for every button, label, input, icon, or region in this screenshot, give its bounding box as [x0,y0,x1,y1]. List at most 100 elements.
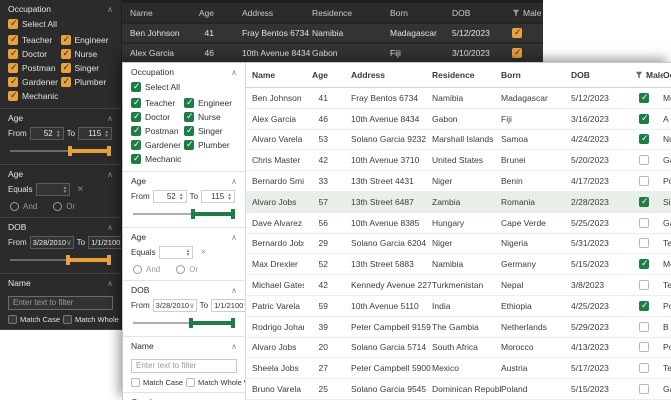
male-checkbox[interactable] [639,342,649,353]
slider-thumb-min[interactable] [189,318,194,328]
age-range-slider[interactable] [133,208,235,220]
slider-thumb-min[interactable] [67,146,72,156]
table-row[interactable]: Alex Garcia 46 10th Avenue 8434 Gabon Fi… [246,109,671,130]
filter-funnel-icon[interactable] [635,71,643,79]
age-from-input[interactable]: 52 ▲ ▼ [152,190,187,203]
column-header-address[interactable]: Address [242,7,274,18]
checkbox-icon[interactable] [131,125,141,136]
male-checkbox[interactable] [639,92,649,103]
occupation-option[interactable]: Postman [8,62,61,74]
chevron-down-icon[interactable]: ∨ [243,301,245,310]
clear-icon[interactable]: × [200,247,207,258]
table-row[interactable]: Bernardo Jobs 29 Solano Garcia 6204 Nige… [246,234,671,255]
age-to-input[interactable]: 115 ▲ ▼ [201,190,236,203]
occupation-option[interactable]: Nurse [60,48,114,60]
column-header-name[interactable]: Name [130,7,153,18]
table-row[interactable]: Ben Johnson 41 Fray Bentos 6734 Namibia … [122,22,543,42]
checkbox-icon[interactable] [131,111,141,122]
occupation-option[interactable]: Gardener [131,139,184,151]
column-header-residence[interactable]: Residence [312,7,353,18]
checkbox-icon[interactable] [8,18,18,29]
slider-thumb-min[interactable] [65,255,70,265]
occupation-option[interactable]: Doctor [131,111,184,123]
column-header-born[interactable]: Born [390,7,408,18]
male-checkbox[interactable] [512,28,522,38]
checkbox-icon[interactable] [131,97,141,108]
male-checkbox[interactable] [639,155,649,166]
checkbox-icon[interactable] [184,139,194,150]
slider-thumb-max[interactable] [107,255,111,265]
checkbox-icon[interactable] [131,81,141,92]
chevron-down-icon[interactable]: ∨ [189,301,195,310]
spinner-icon[interactable]: ▲ ▼ [227,191,233,202]
collapse-chevron-icon[interactable]: ∧ [231,341,237,351]
occupation-option[interactable]: Singer [60,62,114,74]
table-row[interactable]: Alvaro Jobs 57 13th Street 6487 Zambia R… [246,191,671,213]
table-row[interactable]: Chris Master 42 10th Avenue 3710 United … [246,150,671,172]
collapse-chevron-icon[interactable]: ∧ [107,4,113,14]
column-header-address[interactable]: Address [351,70,386,80]
dob-to-picker[interactable]: 1/1/2100∨ [88,236,121,249]
checkbox-icon[interactable] [8,62,18,73]
slider-thumb-max[interactable] [231,318,235,328]
chevron-down-icon[interactable]: ∨ [66,238,72,247]
match-case-checkbox[interactable] [131,378,140,387]
occupation-option[interactable]: Postman [131,125,184,137]
dob-from-picker[interactable]: 3/28/2010 ∨ [29,236,74,249]
table-row[interactable]: Bernardo Smith 33 13th Street 4431 Niger… [246,171,671,192]
collapse-chevron-icon[interactable]: ∧ [107,169,113,179]
dob-section-header[interactable]: DOB ∧ [8,222,113,232]
table-row[interactable]: Michael Gates 42 Kennedy Avenue 2277 Tur… [246,275,671,296]
and-radio[interactable]: And [10,202,37,211]
or-radio[interactable]: Or [53,202,75,211]
spinner-icon[interactable]: ▲ ▼ [104,128,110,139]
table-row[interactable]: Sheela Jobs 27 Peter Campbell 5900 Mexic… [246,358,671,380]
occupation-select-all[interactable]: Select All [8,18,113,30]
spinner-icon[interactable]: ▲ ▼ [185,247,191,258]
age-equals-input[interactable]: ▲ ▼ [36,183,71,196]
occupation-section-header[interactable]: Occupation ∧ [131,67,237,77]
filter-funnel-icon[interactable] [512,9,520,17]
age-equals-input[interactable]: ▲ ▼ [159,246,194,259]
occupation-option[interactable]: Teacher [8,34,61,46]
table-row[interactable]: Bruno Varela 25 Solano Garcia 9545 Domin… [246,379,671,400]
male-checkbox[interactable] [639,280,649,291]
occupation-section-header[interactable]: Occupation ∧ [8,4,113,14]
chevron-down-icon[interactable]: ∨ [120,238,121,247]
collapse-chevron-icon[interactable]: ∧ [231,398,237,400]
name-filter-input[interactable] [8,295,113,310]
male-checkbox[interactable] [512,48,522,58]
collapse-chevron-icon[interactable]: ∧ [231,232,237,242]
dob-section-header[interactable]: DOB ∧ [131,285,237,295]
occupation-option[interactable]: Mechanic [8,90,61,102]
dob-from-picker[interactable]: 3/28/2010 ∨ [152,299,197,312]
male-checkbox[interactable] [639,363,649,374]
match-whole-word-checkbox[interactable] [63,315,73,324]
table-row[interactable]: Alex Garcia 46 10th Avenue 8434 Gabon Fi… [122,42,543,62]
occupation-select-all[interactable]: Select All [131,81,237,93]
table-row[interactable]: Patric Varela 59 10th Avenue 5110 India … [246,296,671,317]
checkbox-icon[interactable] [184,97,194,108]
collapse-chevron-icon[interactable]: ∧ [231,285,237,295]
checkbox-icon[interactable] [8,76,18,87]
radio-icon[interactable] [176,265,186,274]
occupation-option[interactable]: Plumber [184,139,237,151]
checkbox-icon[interactable] [131,153,141,164]
occupation-option[interactable]: Engineer [60,34,114,46]
table-row[interactable]: Alvaro Jobs 20 Solano Garcia 5714 South … [246,338,671,359]
table-row[interactable]: Dave Alvarez 56 10th Avenue 8385 Hungary… [246,213,671,234]
slider-thumb-max[interactable] [107,146,111,156]
column-header-dob[interactable]: DOB [571,70,590,80]
checkbox-icon[interactable] [8,34,18,45]
checkbox-icon[interactable] [60,48,71,59]
match-whole-word-checkbox[interactable] [186,378,196,387]
column-header-age[interactable]: Age [311,70,328,80]
checkbox-icon[interactable] [184,111,194,122]
or-radio[interactable]: Or [176,265,198,274]
checkbox-icon[interactable] [8,48,18,59]
dob-to-picker[interactable]: 1/1/2100∨ [211,299,245,312]
column-header-age[interactable]: Age [198,7,214,18]
occupation-option[interactable]: Plumber [60,76,114,88]
column-header-born[interactable]: Born [501,70,521,80]
age-from-input[interactable]: 52 ▲ ▼ [29,127,64,140]
